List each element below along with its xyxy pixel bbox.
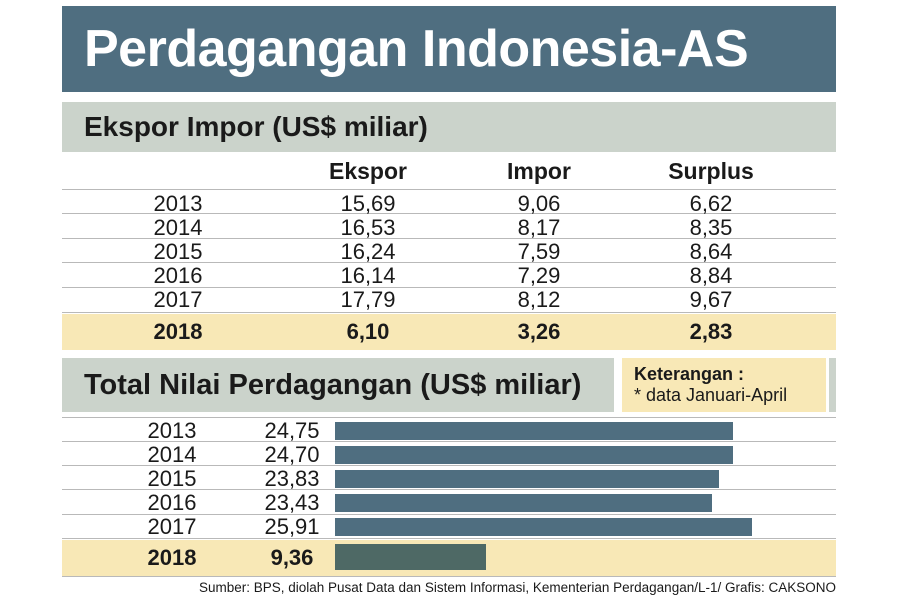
bar-2016 xyxy=(335,494,712,512)
table-rule xyxy=(62,312,836,313)
bar-category-label: 2018 xyxy=(147,545,197,570)
row-year: 2018 xyxy=(153,319,203,344)
bar-category-label: 2014 xyxy=(147,442,197,467)
chart-rule xyxy=(62,538,836,539)
bar-2014 xyxy=(335,446,733,464)
total-trade-title: Total Nilai Perdagangan (US$ miliar) xyxy=(84,369,582,401)
cell-impor: 7,59 xyxy=(517,239,561,264)
source-credit: Sumber: BPS, diolah Pusat Data dan Siste… xyxy=(198,580,836,595)
note-edge-decoration xyxy=(829,358,836,412)
export-import-section-header: Ekspor Impor (US$ miliar) xyxy=(62,102,836,152)
cell-ekspor: 17,79 xyxy=(340,287,396,312)
note-title: Keterangan : xyxy=(634,364,745,384)
row-year: 2014 xyxy=(153,215,203,240)
bar-row: 2017 25,91 xyxy=(62,515,836,539)
chart-rule xyxy=(62,465,836,466)
cell-impor: 8,17 xyxy=(517,215,561,240)
bar-row: 2013 24,75 xyxy=(62,419,836,443)
column-header-surplus: Surplus xyxy=(668,158,754,184)
note-text: * data Januari-April xyxy=(634,385,788,405)
cell-impor: 3,26 xyxy=(517,319,561,344)
bar-2017 xyxy=(335,518,752,536)
bar-row: 2016 23,43 xyxy=(62,491,836,515)
bar-value-label: 23,43 xyxy=(264,490,320,515)
table-row: 2015 16,24 7,59 8,64 xyxy=(62,240,836,264)
cell-surplus: 6,62 xyxy=(689,191,733,216)
bar-2018 xyxy=(335,544,486,570)
column-header-impor: Impor xyxy=(507,158,571,184)
table-rule xyxy=(62,189,836,190)
row-year: 2016 xyxy=(153,263,203,288)
bar-value-label: 24,75 xyxy=(264,418,320,443)
chart-rule xyxy=(62,417,836,418)
table-rule xyxy=(62,262,836,263)
cell-surplus: 9,67 xyxy=(689,287,733,312)
chart-rule xyxy=(62,514,836,515)
bar-category-label: 2017 xyxy=(147,514,197,539)
bar-category-label: 2015 xyxy=(147,466,197,491)
cell-impor: 7,29 xyxy=(517,263,561,288)
bar-row: 2018 9,36 xyxy=(62,540,836,576)
bar-row: 2015 23,83 xyxy=(62,467,836,491)
table-rule xyxy=(62,238,836,239)
row-year: 2015 xyxy=(153,239,203,264)
bar-value-label: 23,83 xyxy=(264,466,320,491)
chart-rule xyxy=(62,489,836,490)
cell-surplus: 8,64 xyxy=(689,239,733,264)
bar-row: 2014 24,70 xyxy=(62,443,836,467)
title-banner: Perdagangan Indonesia-AS xyxy=(62,6,836,92)
table-row: 2013 15,69 9,06 6,62 xyxy=(62,192,836,216)
cell-impor: 8,12 xyxy=(517,287,561,312)
table-row: 2014 16,53 8,17 8,35 xyxy=(62,216,836,240)
row-year: 2013 xyxy=(153,191,203,216)
table-row: 2016 16,14 7,29 8,84 xyxy=(62,264,836,288)
bar-value-label: 25,91 xyxy=(264,514,320,539)
cell-impor: 9,06 xyxy=(517,191,561,216)
cell-surplus: 8,84 xyxy=(689,263,733,288)
bar-value-label: 9,36 xyxy=(270,545,314,570)
chart-rule xyxy=(62,441,836,442)
cell-ekspor: 16,53 xyxy=(340,215,396,240)
bar-category-label: 2016 xyxy=(147,490,197,515)
page-title: Perdagangan Indonesia-AS xyxy=(84,20,749,78)
export-import-title: Ekspor Impor (US$ miliar) xyxy=(84,111,428,142)
bar-value-label: 24,70 xyxy=(264,442,320,467)
table-row: 2018 6,10 3,26 2,83 xyxy=(62,314,836,350)
bar-2013 xyxy=(335,422,733,440)
cell-surplus: 8,35 xyxy=(689,215,733,240)
bar-2015 xyxy=(335,470,719,488)
chart-rule xyxy=(62,576,836,577)
cell-surplus: 2,83 xyxy=(689,319,733,344)
cell-ekspor: 15,69 xyxy=(340,191,396,216)
bar-category-label: 2013 xyxy=(147,418,197,443)
column-header-ekspor: Ekspor xyxy=(329,158,407,184)
table-row: 2017 17,79 8,12 9,67 xyxy=(62,288,836,312)
table-rule xyxy=(62,287,836,288)
cell-ekspor: 16,24 xyxy=(340,239,396,264)
cell-ekspor: 6,10 xyxy=(346,319,390,344)
row-year: 2017 xyxy=(153,287,203,312)
table-rule xyxy=(62,213,836,214)
total-trade-section-header: Total Nilai Perdagangan (US$ miliar) xyxy=(62,358,614,412)
note-box: Keterangan : * data Januari-April xyxy=(622,358,826,412)
cell-ekspor: 16,14 xyxy=(340,263,396,288)
